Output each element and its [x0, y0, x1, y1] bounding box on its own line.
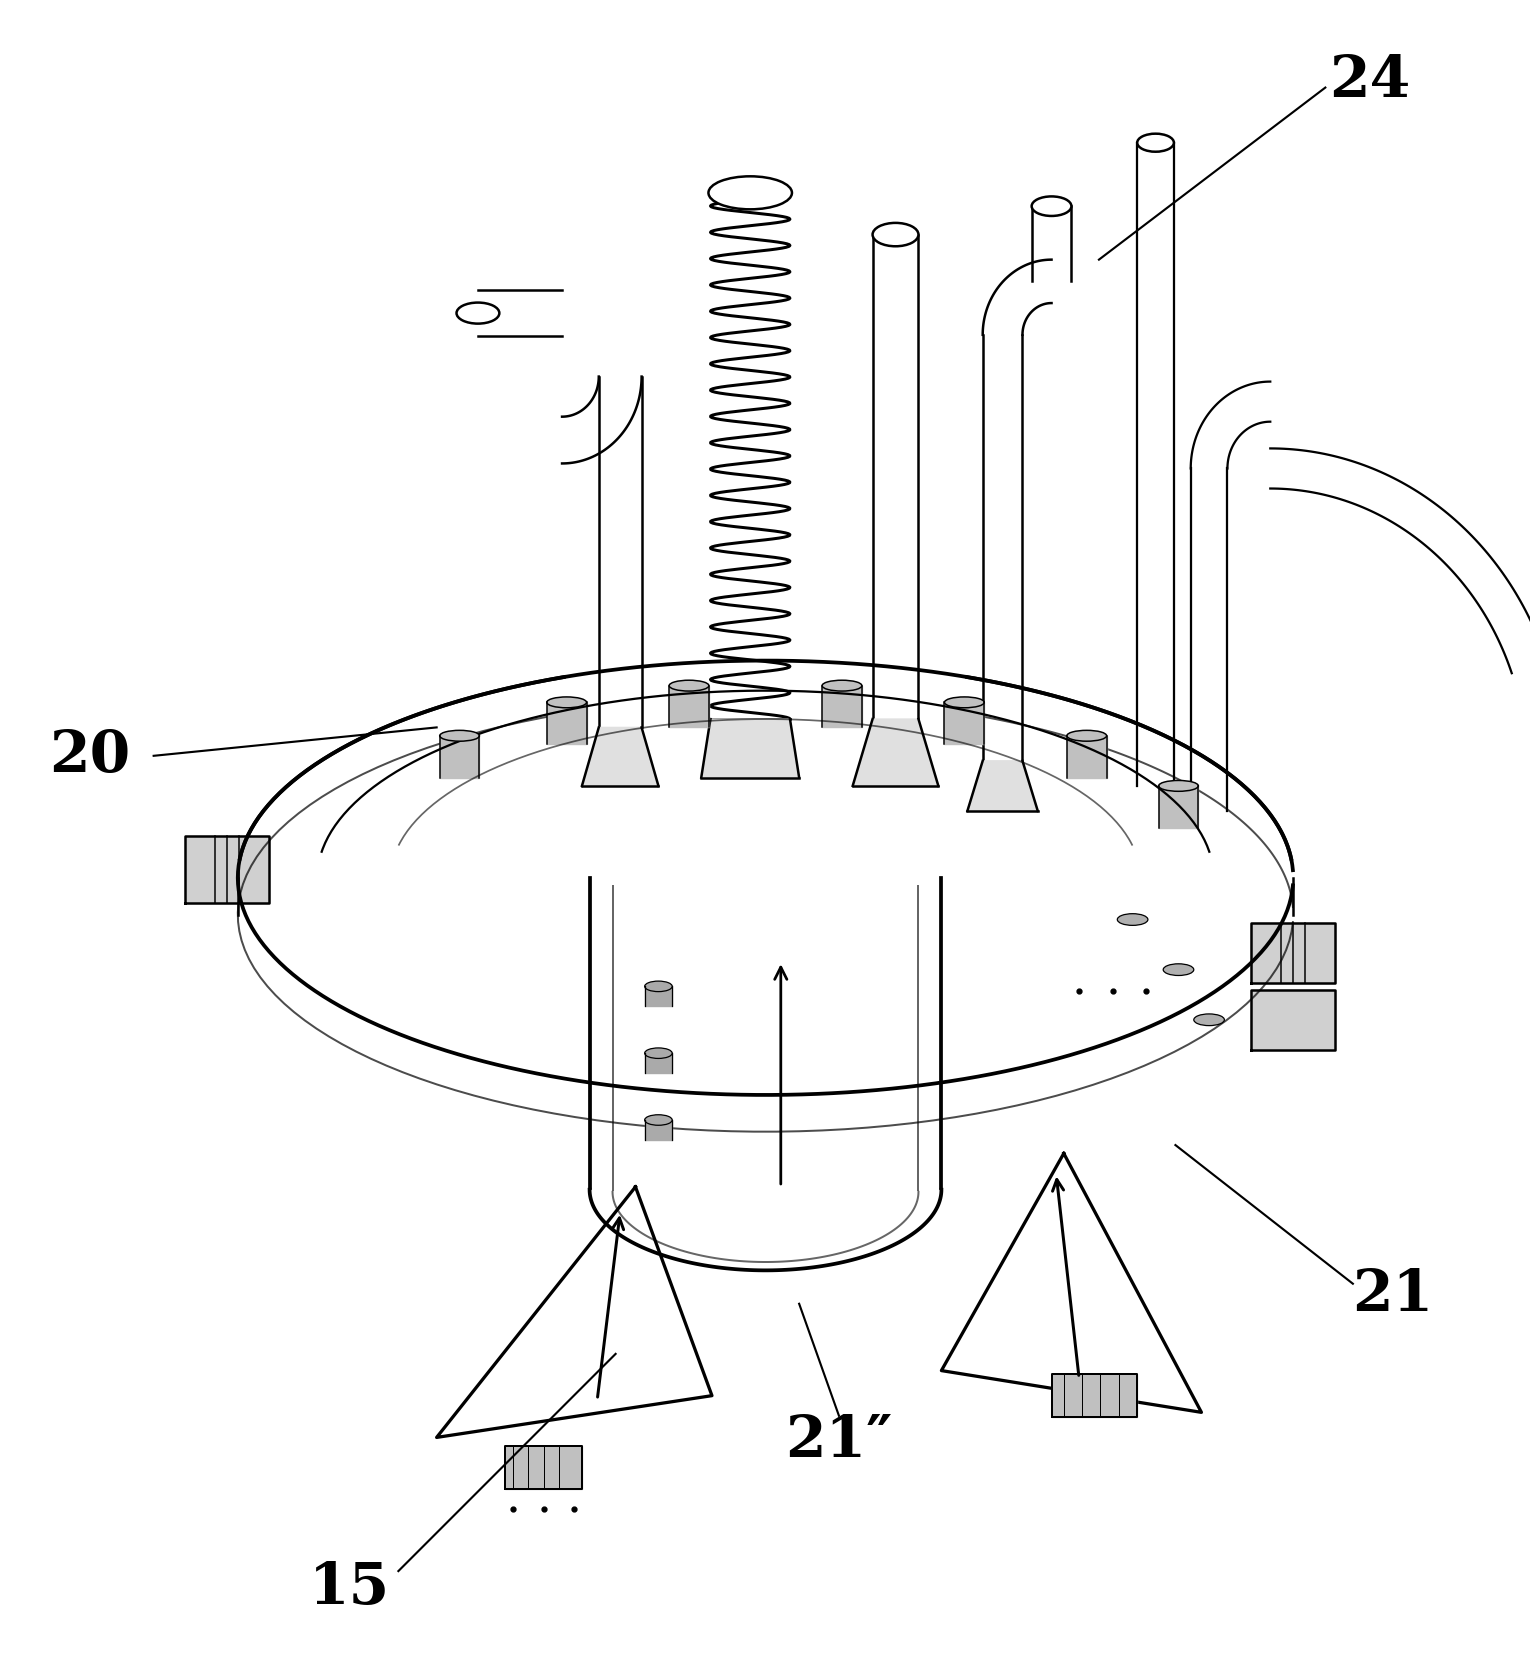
Ellipse shape	[1118, 913, 1148, 925]
Text: 24: 24	[1329, 54, 1410, 109]
Polygon shape	[645, 1053, 672, 1073]
Ellipse shape	[822, 681, 862, 691]
Ellipse shape	[439, 731, 479, 741]
Polygon shape	[873, 234, 919, 719]
Polygon shape	[439, 736, 479, 777]
Ellipse shape	[237, 660, 1294, 1095]
Ellipse shape	[645, 1115, 672, 1125]
Polygon shape	[1138, 142, 1174, 786]
Ellipse shape	[873, 222, 919, 246]
Ellipse shape	[1164, 963, 1194, 975]
Polygon shape	[822, 686, 862, 727]
Ellipse shape	[669, 681, 709, 691]
Polygon shape	[1032, 206, 1072, 281]
Ellipse shape	[547, 697, 586, 707]
Polygon shape	[1159, 786, 1199, 828]
Ellipse shape	[1067, 731, 1107, 741]
Ellipse shape	[1194, 1013, 1225, 1025]
Polygon shape	[945, 702, 984, 744]
Polygon shape	[185, 836, 269, 903]
Ellipse shape	[1159, 781, 1199, 791]
Text: 20: 20	[49, 727, 130, 784]
Polygon shape	[582, 727, 658, 786]
Polygon shape	[983, 334, 1023, 761]
Polygon shape	[436, 1187, 712, 1438]
Text: 15: 15	[309, 1560, 390, 1615]
Polygon shape	[853, 719, 939, 786]
Ellipse shape	[709, 176, 792, 209]
Polygon shape	[1067, 736, 1107, 777]
Polygon shape	[1251, 990, 1335, 1050]
Ellipse shape	[1138, 134, 1174, 152]
Ellipse shape	[456, 303, 499, 324]
Polygon shape	[589, 1190, 942, 1271]
Polygon shape	[1251, 923, 1335, 983]
Polygon shape	[478, 289, 562, 336]
Ellipse shape	[945, 697, 984, 707]
Text: 21: 21	[1352, 1267, 1433, 1324]
Polygon shape	[505, 1446, 582, 1490]
Ellipse shape	[645, 1048, 672, 1058]
Polygon shape	[669, 686, 709, 727]
Ellipse shape	[645, 981, 672, 991]
Polygon shape	[983, 259, 1052, 334]
Polygon shape	[942, 1154, 1202, 1413]
Polygon shape	[706, 192, 795, 719]
Polygon shape	[599, 376, 641, 727]
Polygon shape	[562, 376, 641, 463]
Polygon shape	[645, 1120, 672, 1140]
Polygon shape	[1052, 1374, 1138, 1418]
Polygon shape	[1271, 448, 1531, 674]
Polygon shape	[1191, 381, 1271, 468]
Polygon shape	[968, 761, 1038, 811]
Polygon shape	[645, 986, 672, 1007]
Polygon shape	[701, 719, 799, 777]
Ellipse shape	[1032, 196, 1072, 216]
Polygon shape	[547, 702, 586, 744]
Polygon shape	[589, 861, 942, 1271]
Polygon shape	[1191, 468, 1228, 811]
Text: 21″: 21″	[785, 1413, 893, 1468]
